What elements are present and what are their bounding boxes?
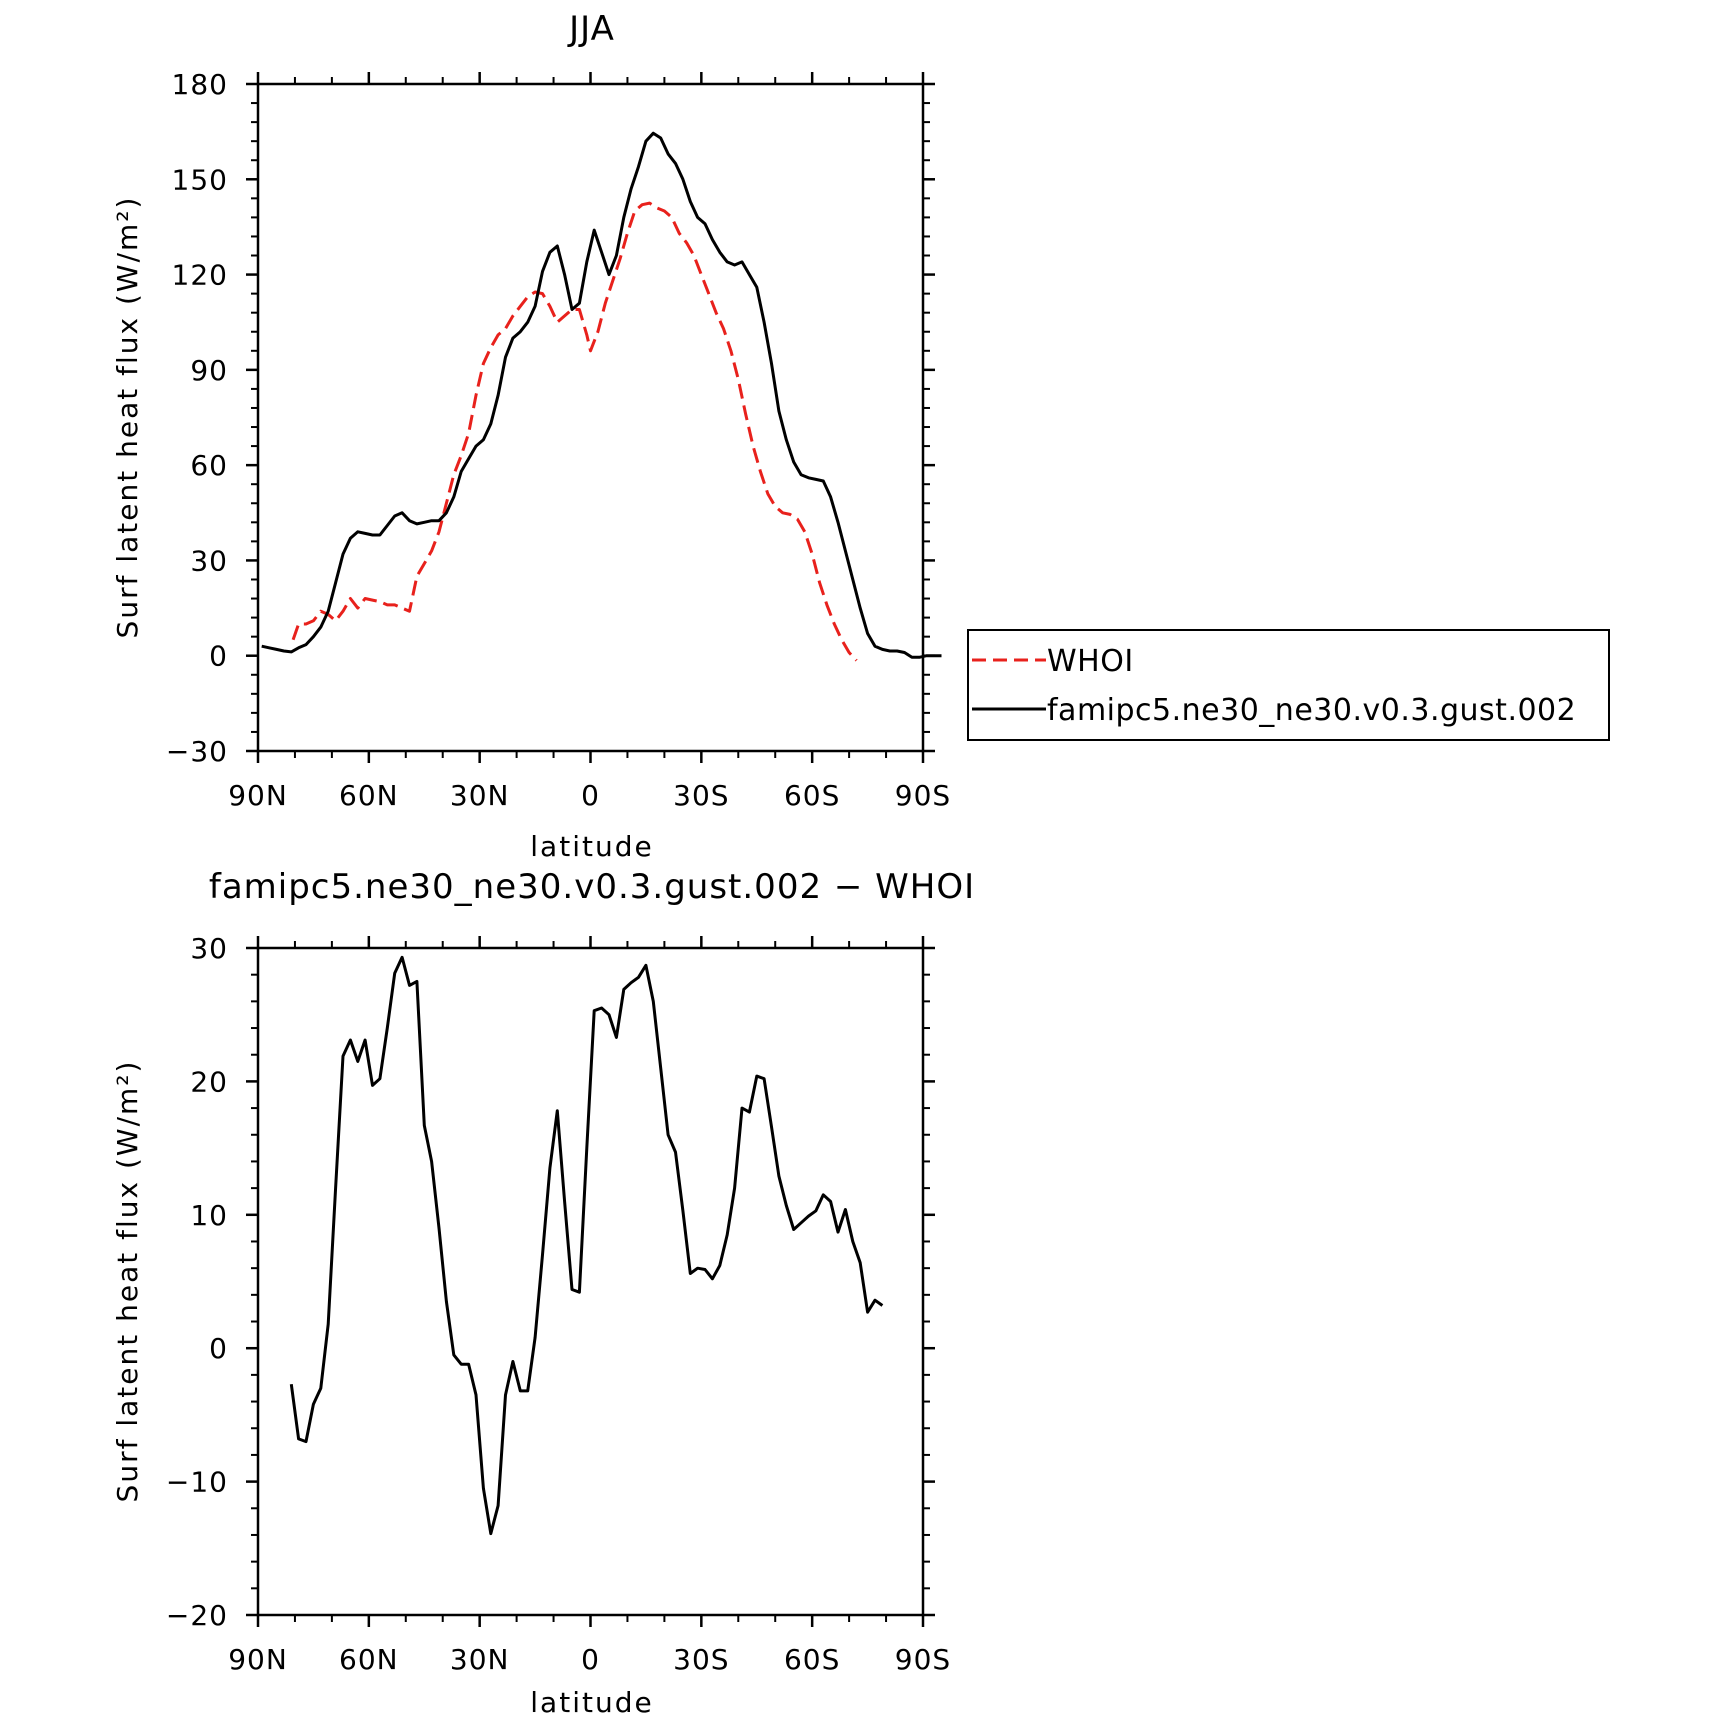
y-tick-label: −10 [166, 1466, 228, 1499]
x-tick-label: 60S [784, 779, 840, 812]
x-tick-label: 60S [784, 1643, 840, 1676]
bottom-panel: famipc5.ne30_ne30.v0.3.gust.002 − WHOI 9… [111, 867, 975, 1717]
series-line-model [261, 131, 942, 659]
bottom-plot-frame [256, 946, 925, 1617]
top-y-axis-label: Surf latent heat flux (W/m²) [111, 196, 144, 639]
bottom-chart-title: famipc5.ne30_ne30.v0.3.gust.002 − WHOI [209, 867, 975, 907]
y-tick-label: 30 [190, 932, 228, 965]
x-tick-label: 0 [581, 1643, 600, 1676]
y-tick-label: 180 [172, 68, 228, 101]
legend: WHOI famipc5.ne30_ne30.v0.3.gust.002 [967, 629, 1610, 741]
y-tick-label: 150 [172, 163, 228, 196]
legend-frame [967, 629, 1610, 741]
x-tick-label: 60N [339, 1643, 399, 1676]
top-chart-title: JJA [567, 9, 615, 49]
top-x-axis-label: latitude [530, 830, 653, 863]
y-tick-label: −30 [166, 735, 228, 768]
series-line-difference [289, 955, 884, 1536]
y-tick-label: 0 [209, 1332, 228, 1365]
x-tick-label: 30N [450, 1643, 510, 1676]
y-tick-label: 0 [209, 640, 228, 673]
x-tick-label: 30S [673, 779, 729, 812]
x-tick-label: 90N [228, 1643, 288, 1676]
x-tick-label: 90S [895, 779, 951, 812]
y-tick-label: −20 [166, 1599, 228, 1632]
y-tick-label: 60 [190, 449, 228, 482]
x-tick-label: 90S [895, 1643, 951, 1676]
x-tick-label: 30S [673, 1643, 729, 1676]
legend-label-model: famipc5.ne30_ne30.v0.3.gust.002 [1047, 693, 1576, 728]
y-tick-label: 120 [172, 259, 228, 292]
bottom-y-axis-label: Surf latent heat flux (W/m²) [111, 1060, 144, 1503]
y-tick-label: 20 [190, 1065, 228, 1098]
bottom-x-axis-label: latitude [530, 1686, 653, 1717]
x-tick-label: 90N [228, 779, 288, 812]
x-tick-label: 30N [450, 779, 510, 812]
y-tick-label: 10 [190, 1199, 228, 1232]
x-tick-label: 60N [339, 779, 399, 812]
top-plot-frame [256, 82, 925, 753]
top-panel: JJA 90N 60N 30N 0 30S 60S 90S −30 0 30 60 90 120 150 1… [111, 9, 1610, 863]
x-tick-label: 0 [581, 779, 600, 812]
series-line-whoi [291, 201, 858, 662]
y-tick-label: 30 [190, 544, 228, 577]
y-tick-label: 90 [190, 354, 228, 387]
legend-label-whoi: WHOI [1047, 644, 1134, 679]
